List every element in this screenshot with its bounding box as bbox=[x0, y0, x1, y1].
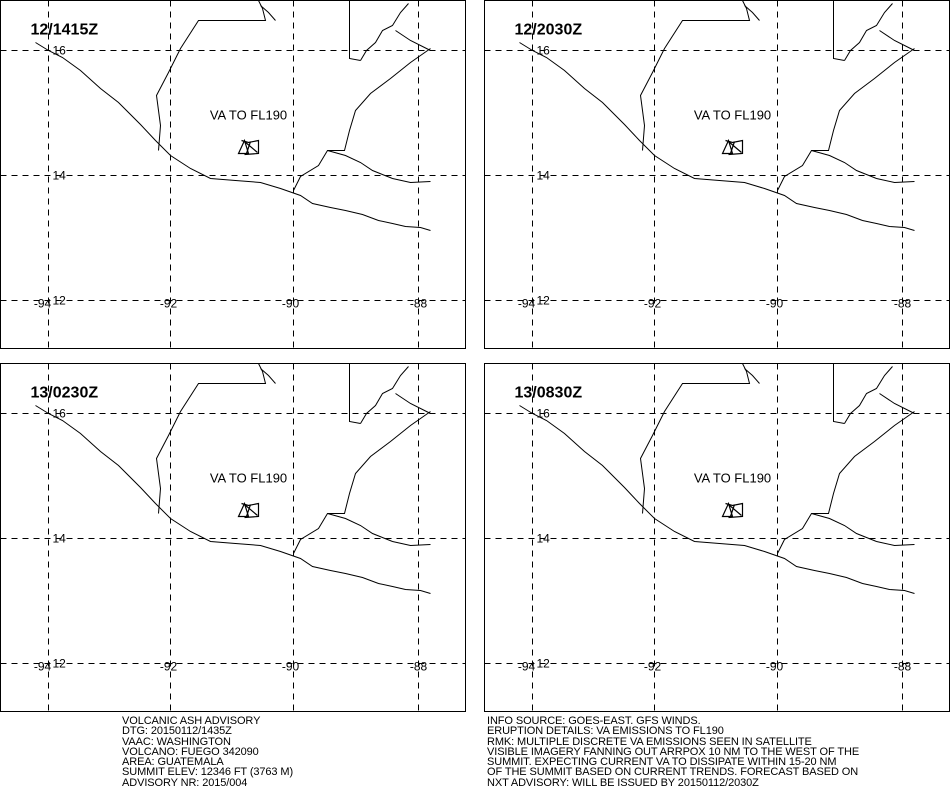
ash-annotation: VA TO FL190 bbox=[694, 108, 771, 123]
advisory-line: SUMMIT. EXPECTING CURRENT VA TO DISSIPAT… bbox=[487, 756, 837, 769]
advisory-line: VOLCANIC ASH ADVISORY bbox=[122, 715, 261, 727]
map-panel: 16 14 12-94 -92 -90 -88 13/0830Z VA TO FL190 bbox=[484, 363, 950, 712]
lon-label: -92 bbox=[160, 297, 178, 311]
panel-frame bbox=[484, 0, 950, 349]
lon-label: -90 bbox=[282, 297, 300, 311]
valid-time: 13/0230Z bbox=[31, 385, 99, 402]
valid-time: 13/0830Z bbox=[515, 385, 583, 402]
map-panel: 16 14 12-94 -92 -90 -88 12/2030Z VA TO FL190 bbox=[484, 0, 950, 349]
lon-label: -94 bbox=[518, 660, 536, 674]
advisory-line: INFO SOURCE: GOES-EAST. GFS WINDS. bbox=[487, 715, 701, 727]
lon-label: -92 bbox=[644, 297, 662, 311]
lon-label: -88 bbox=[894, 660, 912, 674]
lon-label: -88 bbox=[410, 297, 428, 311]
advisory-line: RMK: MULTIPLE DISCRETE VA EMISSIONS SEEN… bbox=[487, 735, 812, 748]
advisory-line: OF THE SUMMIT BASED ON CURRENT TRENDS. F… bbox=[487, 766, 859, 779]
lon-label: -90 bbox=[766, 297, 784, 311]
map-panel: 16 14 12-94 -92 -90 -88 12/1415Z VA TO FL190 bbox=[0, 0, 466, 349]
panel-frame bbox=[0, 363, 466, 712]
advisory-line: VAAC: WASHINGTON bbox=[122, 735, 231, 748]
valid-time: 12/1415Z bbox=[31, 22, 99, 39]
panel-frame bbox=[484, 363, 950, 712]
lon-label: -92 bbox=[644, 660, 662, 674]
lat-label: 12 bbox=[537, 657, 551, 671]
lon-label: -94 bbox=[34, 297, 52, 311]
lon-label: -88 bbox=[410, 660, 428, 674]
advisory-line: SUMMIT ELEV: 12346 FT (3763 M) bbox=[122, 766, 294, 779]
lon-label: -90 bbox=[766, 660, 784, 674]
ash-annotation: VA TO FL190 bbox=[210, 471, 287, 486]
lat-label: 16 bbox=[53, 407, 67, 421]
advisory-line: VISIBLE IMAGERY FANNING OUT ARRPOX 10 NM… bbox=[487, 745, 860, 758]
advisory-right: INFO SOURCE: GOES-EAST. GFS WINDS. ERUPTI… bbox=[487, 715, 860, 789]
lat-label: 14 bbox=[53, 532, 67, 546]
lon-label: -90 bbox=[282, 660, 300, 674]
advisory-line: ADVISORY NR: 2015/004 bbox=[122, 776, 248, 789]
lon-label: -88 bbox=[894, 297, 912, 311]
ash-annotation: VA TO FL190 bbox=[694, 471, 771, 486]
valid-time: 12/2030Z bbox=[515, 22, 583, 39]
ash-annotation: VA TO FL190 bbox=[210, 108, 287, 123]
lat-label: 14 bbox=[537, 169, 551, 183]
advisory-line: AREA: GUATEMALA bbox=[122, 756, 224, 769]
lon-label: -94 bbox=[34, 660, 52, 674]
advisory-line: DTG: 20150112/1435Z bbox=[122, 725, 232, 738]
advisory-line: ERUPTION DETAILS: VA EMISSIONS TO FL190 bbox=[487, 725, 724, 738]
advisory-line: VOLCANO: FUEGO 342090 bbox=[122, 745, 259, 758]
lat-label: 16 bbox=[53, 44, 67, 58]
lat-label: 14 bbox=[53, 169, 67, 183]
lat-label: 12 bbox=[53, 657, 67, 671]
lat-label: 14 bbox=[537, 532, 551, 546]
lon-label: -94 bbox=[518, 297, 536, 311]
advisory-line: NXT ADVISORY: WILL BE ISSUED BY 20150112… bbox=[487, 776, 759, 789]
lat-label: 12 bbox=[537, 294, 551, 308]
advisory-left: VOLCANIC ASH ADVISORY DTG: 20150112/1435Z… bbox=[122, 715, 294, 789]
lat-label: 16 bbox=[537, 407, 551, 421]
lat-label: 16 bbox=[537, 44, 551, 58]
map-panel: 16 14 12-94 -92 -90 -88 13/0230Z VA TO FL190 bbox=[0, 363, 466, 712]
lon-label: -92 bbox=[160, 660, 178, 674]
panel-frame bbox=[0, 0, 466, 349]
lat-label: 12 bbox=[53, 294, 67, 308]
